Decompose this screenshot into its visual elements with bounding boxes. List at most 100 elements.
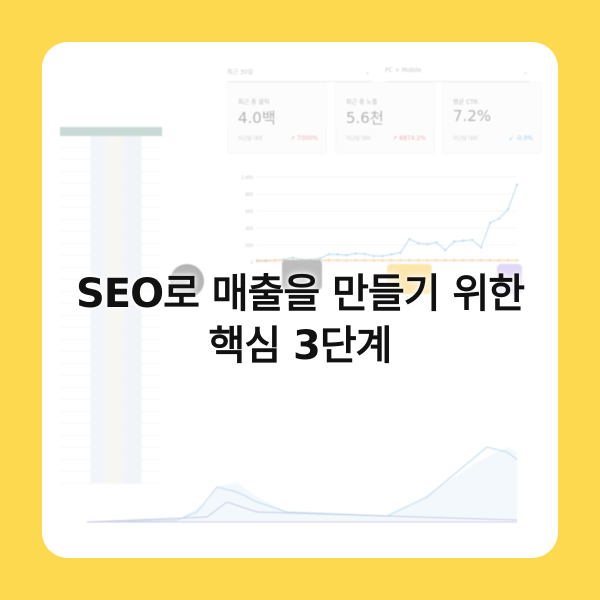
data-point (318, 257, 321, 260)
data-point (273, 259, 277, 262)
table-row (60, 184, 162, 196)
device-value: PC + Mobile (385, 67, 422, 74)
kpi-ctr: 평균 CTR 7.2% 지난달 대비 ↙ -0.9% (442, 82, 542, 154)
data-point (408, 259, 411, 262)
data-point (435, 259, 438, 262)
table-row (60, 436, 162, 448)
data-point (453, 240, 456, 243)
data-point (426, 242, 429, 246)
data-point (462, 259, 465, 262)
data-point (327, 253, 330, 256)
table-row (60, 400, 162, 412)
data-point (515, 259, 519, 262)
data-point (372, 254, 375, 258)
table-row (60, 172, 162, 184)
chevron-down-icon: ⌄ (364, 69, 370, 76)
series-line (256, 184, 518, 262)
data-point (488, 259, 492, 262)
table-row (60, 304, 162, 316)
table-row (60, 244, 162, 256)
table-row (60, 148, 162, 160)
y-tick-label: 200 (245, 243, 253, 248)
table-row (60, 328, 162, 340)
table-row (60, 268, 162, 280)
table-row (60, 316, 162, 328)
data-point (390, 259, 393, 262)
data-point (515, 183, 519, 186)
data-point (345, 254, 348, 257)
kpi-impressions: 최근 총 노출 5.6천 지난달 대비 ↗ 8874.2% (335, 82, 435, 154)
kpi-change: ↗ 8874.2% (392, 135, 426, 142)
kpi-change: ↗ 7000% (290, 135, 318, 142)
data-point (497, 217, 501, 220)
traffic-area-chart (87, 446, 517, 523)
kpi-value: 7.2% (453, 107, 492, 125)
data-point (336, 259, 339, 262)
blurred-icon (387, 264, 432, 294)
data-point (444, 248, 447, 252)
kpi-clicks: 최근 총 클릭 4.0백 지난달 대비 ↗ 7000% (227, 82, 327, 154)
table-row (60, 292, 162, 304)
data-point (354, 259, 357, 262)
y-tick-label: 600 (245, 209, 253, 214)
data-point (488, 221, 492, 225)
kpi-compare: 지난달 대비 (453, 136, 478, 142)
data-point (345, 259, 348, 262)
data-point (381, 254, 384, 258)
data-point (399, 259, 402, 262)
kpi-value: 4.0백 (238, 109, 276, 127)
y-tick-label: 1,000 (242, 175, 254, 180)
table-row (60, 460, 162, 472)
performance-line-chart: 1,000 800 600 400 200 0 (242, 175, 519, 265)
table-row (60, 412, 162, 424)
table-row (60, 364, 162, 376)
table-row (60, 136, 162, 148)
keyword-table (60, 127, 162, 484)
table-row (60, 388, 162, 400)
data-point (372, 259, 375, 262)
kpi-compare: 지난달 대비 (238, 136, 263, 142)
data-point (408, 237, 411, 241)
headline-line-2: 핵심 3단계 (208, 323, 393, 369)
table-row (60, 448, 162, 460)
table-row (60, 472, 162, 484)
table-header (60, 127, 162, 136)
kpi-label: 최근 총 노출 (346, 99, 378, 106)
kpi-value: 5.6천 (346, 109, 384, 127)
data-point (470, 259, 474, 262)
data-point (506, 259, 510, 262)
blurred-icon (497, 264, 522, 294)
data-point (479, 246, 483, 249)
kpi-change: ↙ -0.9% (508, 135, 533, 142)
table-row (60, 196, 162, 208)
table-row (60, 280, 162, 292)
kpi-label: 평균 CTR (453, 99, 478, 106)
data-point (399, 251, 402, 254)
data-point (354, 252, 357, 255)
data-point (470, 238, 474, 242)
data-point (291, 256, 295, 259)
data-point (417, 259, 420, 262)
data-point (417, 242, 420, 245)
table-row (60, 340, 162, 352)
data-point (444, 259, 447, 262)
data-point (381, 259, 384, 262)
period-value: 최근 30일 (227, 69, 254, 76)
table-row (60, 208, 162, 220)
table-row (60, 424, 162, 436)
table-row (60, 160, 162, 172)
chevron-down-icon: ⌄ (522, 69, 528, 76)
thumbnail-card: 최근 30일 ⌄ PC + Mobile ⌄ 최근 총 클릭 4.0백 지난달 대비… (42, 42, 558, 558)
kpi-label: 최근 총 클릭 (238, 99, 270, 106)
device-select[interactable]: PC + Mobile ⌄ (385, 67, 530, 82)
blurred-icon (282, 260, 322, 290)
data-point (363, 259, 366, 262)
table-row (60, 376, 162, 388)
period-select[interactable]: 최근 30일 ⌄ (227, 67, 372, 82)
headline-line-1: SEO로 매출을 만들기 위한 (75, 271, 525, 317)
data-point (390, 253, 393, 256)
table-row (60, 256, 162, 268)
data-point (435, 241, 438, 244)
table-row (60, 232, 162, 244)
data-point (363, 252, 366, 256)
